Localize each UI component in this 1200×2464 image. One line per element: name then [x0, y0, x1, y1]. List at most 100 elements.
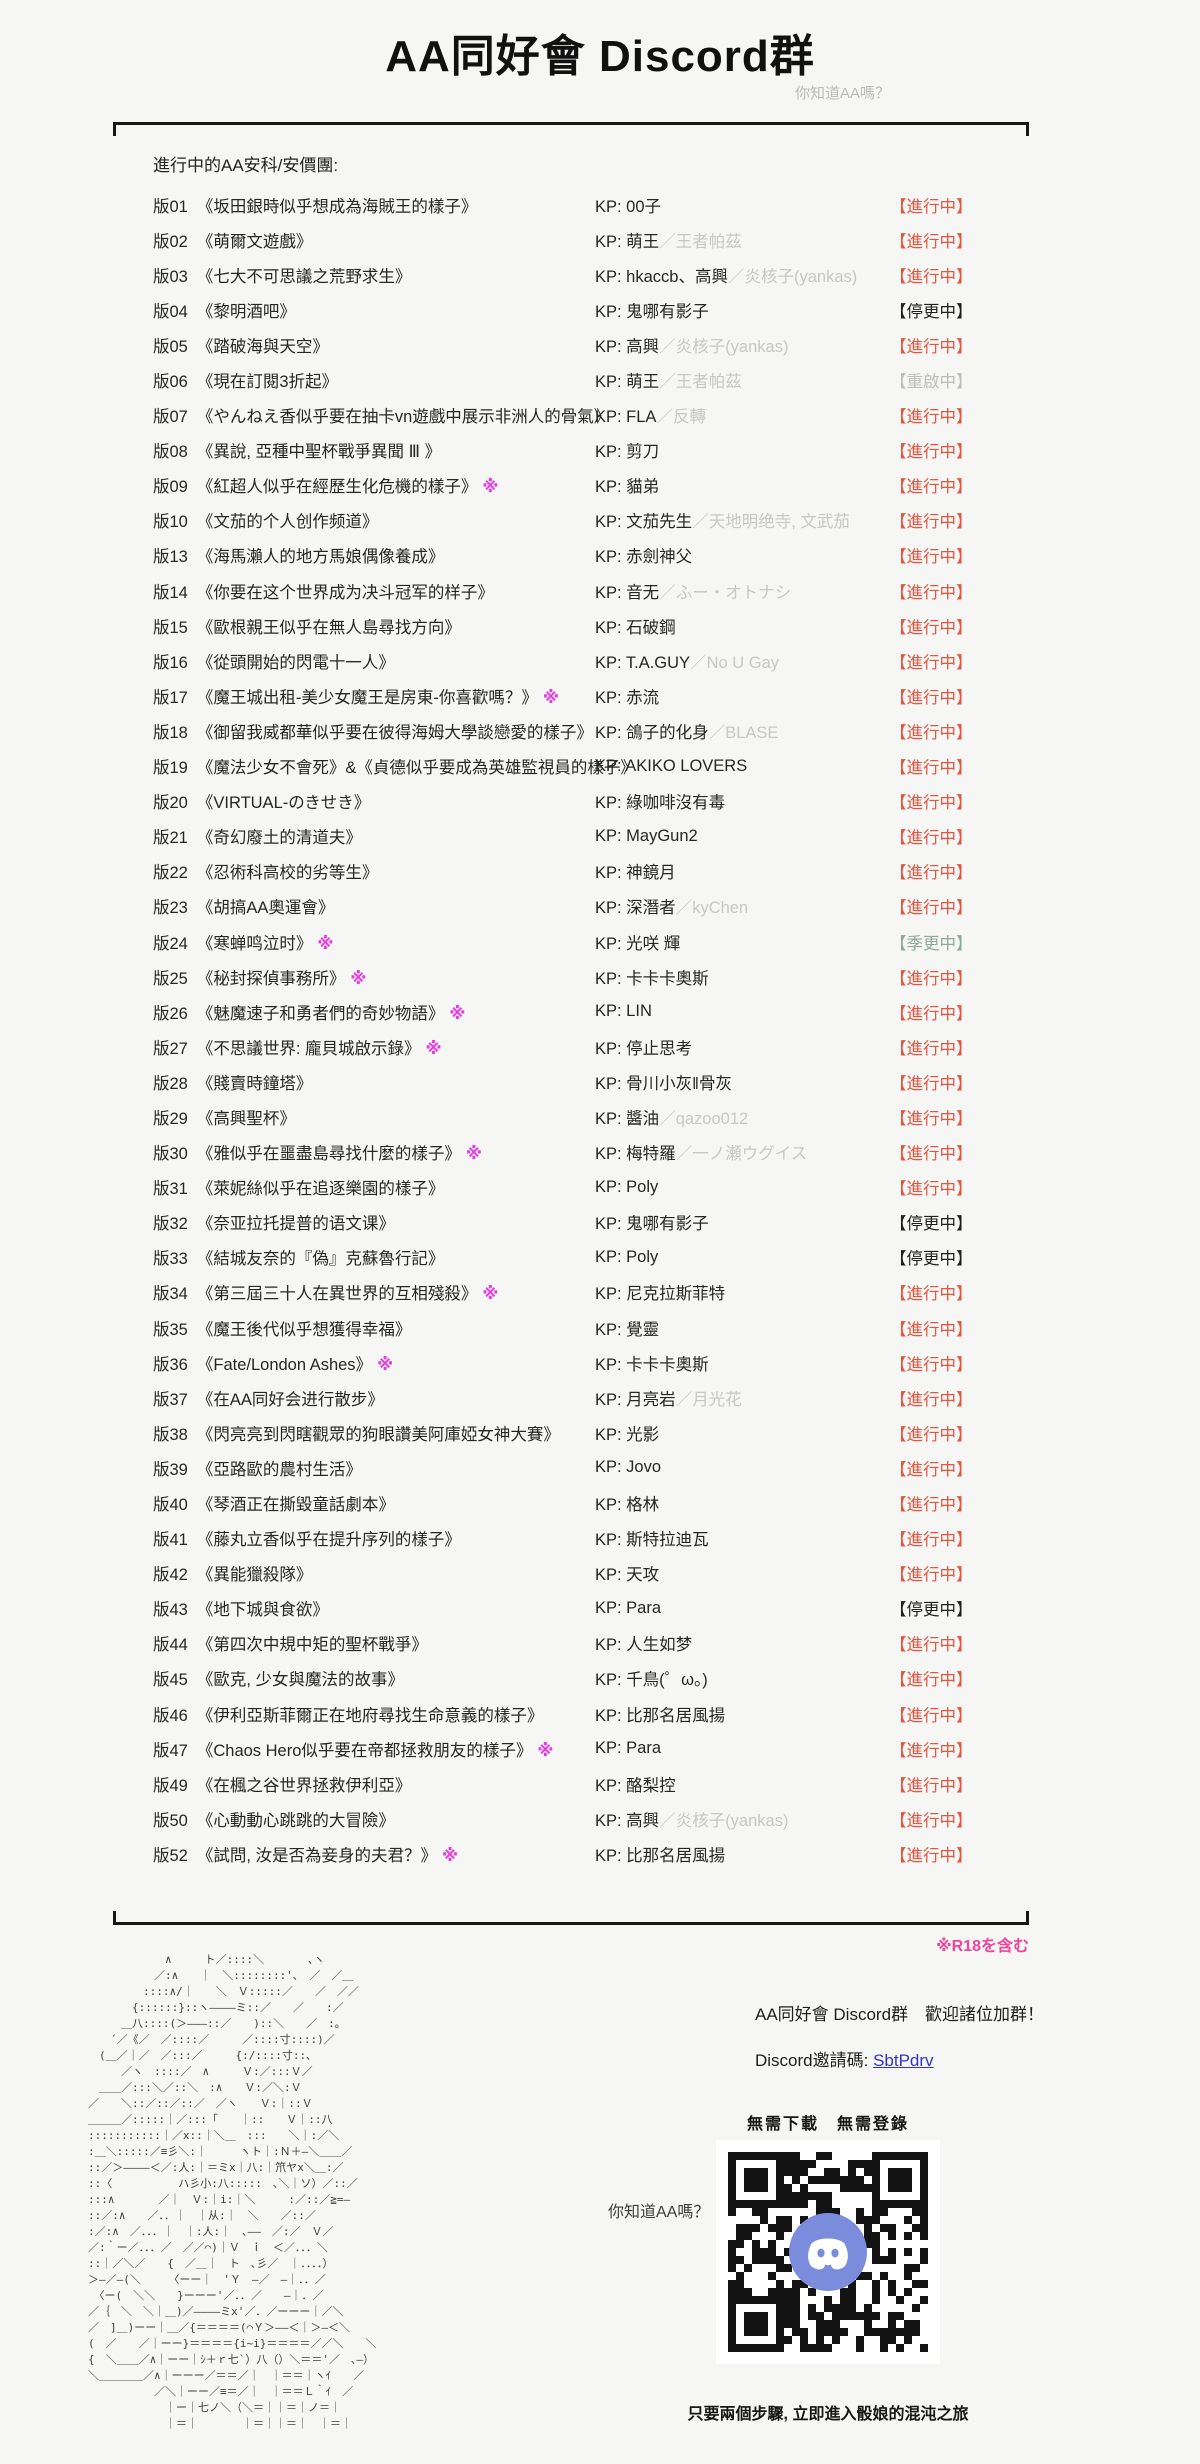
- game-id: 版27: [153, 1039, 188, 1058]
- game-title: 《魔法少女不會死》&《貞德似乎要成為英雄監視員的樣子》: [196, 759, 637, 778]
- game-kp-cell: KP: 天攻: [595, 1561, 890, 1585]
- kp-name: KP: 天攻: [595, 1566, 660, 1585]
- game-id: 版39: [153, 1460, 188, 1479]
- kp-name: KP: 停止思考: [595, 1039, 693, 1058]
- game-kp-cell: KP: Poly: [595, 1248, 890, 1267]
- game-title: 《忍術科高校的劣等生》: [196, 864, 379, 883]
- game-kp-cell: KP: 石破鋼: [595, 614, 890, 638]
- game-title: 《萌爾文遊戲》: [196, 232, 313, 251]
- game-kp-cell: KP: 剪刀: [595, 438, 890, 462]
- kp-alt-name: ／BLASE: [708, 723, 779, 742]
- game-title: 《魔王城出租-美少女魔王是房東-你喜歡嗎？》: [196, 688, 538, 707]
- game-id: 版43: [153, 1601, 188, 1620]
- game-id: 版23: [153, 899, 188, 918]
- game-title-cell: 版13 《海馬瀨人的地方馬娘偶像養成》: [153, 543, 595, 567]
- game-id: 版02: [153, 232, 188, 251]
- list-row: 版08 《異說, 亞種中聖杯戰爭異聞 Ⅲ 》 KP: 剪刀 【進行中】: [113, 433, 1029, 468]
- game-kp-cell: KP: 00子: [595, 193, 890, 217]
- status-badge: 【進行中】: [890, 1741, 973, 1760]
- qr-code: [716, 2140, 940, 2364]
- list-row: 版15 《歐根親王似乎在無人島尋找方向》 KP: 石破鋼 【進行中】: [113, 608, 1029, 643]
- invite-welcome-text: AA同好會 Discord群 歡迎諸位加群！: [755, 2005, 1045, 2024]
- list-row: 版44 《第四次中規中矩的聖杯戰爭》 KP: 人生如梦 【進行中】: [113, 1626, 1029, 1661]
- kp-alt-name: ／qazoo012: [659, 1109, 749, 1128]
- invite-code-link[interactable]: SbtPdrv: [873, 2051, 934, 2070]
- status-badge: 【進行中】: [890, 1320, 973, 1339]
- game-kp-cell: KP: 比那名居風揚: [595, 1842, 890, 1866]
- game-id: 版30: [153, 1145, 188, 1164]
- list-row: 版39 《亞路歐的農村生活》 KP: Jovo 【進行中】: [113, 1450, 1029, 1485]
- game-title-cell: 版50 《心動動心跳跳的大冒險》: [153, 1807, 595, 1831]
- list-row: 版49 《在楓之谷世界拯救伊利亞》 KP: 酪梨控 【進行中】: [113, 1766, 1029, 1801]
- status-badge: 【進行中】: [890, 1109, 973, 1128]
- list-row: 版47 《Chaos Hero似乎要在帝都拯救朋友的樣子》 ※ KP: Para 【進行…: [113, 1731, 1029, 1766]
- game-title-cell: 版45 《歐克, 少女與魔法的故事》: [153, 1666, 595, 1690]
- status-badge: 【進行中】: [890, 232, 973, 251]
- list-row: 版14 《你要在这个世界成为决斗冠军的样子》 KP: 音无／ふー・オトナシ 【進行中】: [113, 573, 1029, 608]
- status-badge: 【進行中】: [890, 337, 973, 356]
- kp-name: KP: 鴿子的化身: [595, 723, 709, 742]
- list-row: 版40 《琴酒正在撕毀童話劇本》 KP: 格林 【進行中】: [113, 1485, 1029, 1520]
- qr-caption: 只要兩個步驟, 立即進入骰娘的混沌之旅: [687, 2406, 969, 2423]
- game-title-cell: 版19 《魔法少女不會死》&《貞德似乎要成為英雄監視員的樣子》: [153, 754, 637, 778]
- game-title: 《伊利亞斯菲爾正在地府尋找生命意義的樣子》: [196, 1706, 544, 1725]
- game-title-cell: 版07 《やんねえ香似乎要在抽卡vn遊戲中展示非洲人的骨氣》: [153, 403, 610, 427]
- status-badge: 【進行中】: [890, 1460, 973, 1479]
- game-title: 《異說, 亞種中聖杯戰爭異聞 Ⅲ 》: [196, 443, 442, 462]
- r18-mark: ※: [482, 1285, 499, 1304]
- kp-name: KP: Jovo: [595, 1458, 662, 1477]
- status-badge: 【進行中】: [890, 1811, 973, 1830]
- status-badge: 【進行中】: [890, 1390, 973, 1409]
- game-id: 版41: [153, 1531, 188, 1550]
- list-row: 版20 《VIRTUAL-のきせき》 KP: 綠咖啡沒有毒 【進行中】: [113, 784, 1029, 819]
- kp-alt-name: ／一ノ瀬ウグイス: [675, 1145, 808, 1164]
- game-kp-cell: KP: 比那名居風揚: [595, 1702, 890, 1726]
- game-title: 《萊妮絲似乎在追逐樂園的樣子》: [196, 1180, 445, 1199]
- game-title: 《第三屆三十人在異世界的互相殘殺》: [196, 1285, 478, 1304]
- status-badge: 【進行中】: [890, 1425, 973, 1444]
- ascii-art: ∧ ト／::::＼ ､ヽ ／:∧ ｜ ＼::::::::'､ ／ ／＿ ::::…: [88, 1953, 377, 2430]
- game-id: 版36: [153, 1355, 188, 1374]
- status-badge: 【進行中】: [890, 864, 973, 883]
- game-kp-cell: KP: 萌王／王者帕茲: [595, 228, 890, 252]
- list-row: 版46 《伊利亞斯菲爾正在地府尋找生命意義的樣子》 KP: 比那名居風揚 【進行中】: [113, 1696, 1029, 1731]
- list-row: 版02 《萌爾文遊戲》 KP: 萌王／王者帕茲 【進行中】: [113, 222, 1029, 257]
- kp-alt-name: ／ふー・オトナシ: [659, 583, 792, 602]
- game-id: 版32: [153, 1215, 188, 1234]
- game-title-cell: 版30 《雅似乎在噩盡島尋找什麼的樣子》 ※: [153, 1140, 595, 1164]
- game-title: 《Chaos Hero似乎要在帝都拯救朋友的樣子》: [196, 1741, 533, 1760]
- status-badge: 【進行中】: [890, 513, 973, 532]
- list-row: 版45 《歐克, 少女與魔法的故事》 KP: 千鳥(゜ω。) 【進行中】: [113, 1661, 1029, 1696]
- game-title-cell: 版29 《高興聖杯》: [153, 1105, 595, 1129]
- status-badge: 【進行中】: [890, 1671, 973, 1690]
- r18-mark: ※: [449, 1004, 466, 1023]
- status-badge: 【進行中】: [890, 267, 973, 286]
- list-row: 版13 《海馬瀨人的地方馬娘偶像養成》 KP: 赤劍神父 【進行中】: [113, 538, 1029, 573]
- game-title: 《歐克, 少女與魔法的故事》: [196, 1671, 405, 1690]
- status-badge: 【進行中】: [890, 1004, 973, 1023]
- game-kp-cell: KP: Poly: [595, 1178, 890, 1197]
- list-row: 版34 《第三屆三十人在異世界的互相殘殺》 ※ KP: 尼克拉斯菲特 【進行中】: [113, 1275, 1029, 1310]
- game-kp-cell: KP: 鬼哪有影子: [595, 298, 890, 322]
- list-row: 版43 《地下城與食欲》 KP: Para 【停更中】: [113, 1591, 1029, 1626]
- game-title: 《結城友奈的『偽』克蘇魯行記》: [196, 1250, 445, 1269]
- kp-name: KP: 鬼哪有影子: [595, 1215, 709, 1234]
- game-title: 《你要在这个世界成为决斗冠军的样子》: [196, 583, 494, 602]
- kp-alt-name: ／王者帕茲: [659, 373, 742, 392]
- list-row: 版19 《魔法少女不會死》&《貞德似乎要成為英雄監視員的樣子》 KP: AKIKO …: [113, 749, 1029, 784]
- kp-name: KP: 人生如梦: [595, 1636, 693, 1655]
- kp-name: KP: 高興: [595, 1811, 660, 1830]
- box-corner-tick: [1026, 1911, 1029, 1922]
- game-kp-cell: KP: MayGun2: [595, 827, 890, 846]
- game-title-cell: 版40 《琴酒正在撕毀童話劇本》: [153, 1491, 595, 1515]
- game-title-cell: 版18 《御留我威都華似乎要在彼得海姆大學談戀愛的樣子》: [153, 719, 595, 743]
- game-title: 《在AA同好会进行散步》: [196, 1390, 384, 1409]
- game-kp-cell: KP: 音无／ふー・オトナシ: [595, 579, 890, 603]
- game-title: 《歐根親王似乎在無人島尋找方向》: [196, 618, 461, 637]
- list-row: 版04 《黎明酒吧》 KP: 鬼哪有影子 【停更中】: [113, 292, 1029, 327]
- game-id: 版40: [153, 1496, 188, 1515]
- status-badge: 【進行中】: [890, 1145, 973, 1164]
- page-subtitle: 你知道AA嗎？: [795, 85, 891, 102]
- r18-mark: ※: [482, 478, 499, 497]
- game-title-cell: 版05 《踏破海與天空》: [153, 333, 595, 357]
